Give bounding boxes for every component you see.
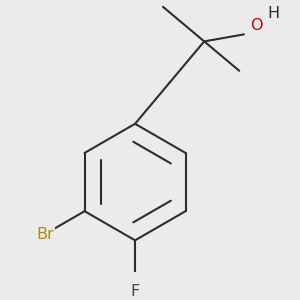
Text: Br: Br [36,226,54,242]
Text: F: F [130,284,140,299]
Text: H: H [268,6,280,21]
Text: O: O [250,18,262,33]
